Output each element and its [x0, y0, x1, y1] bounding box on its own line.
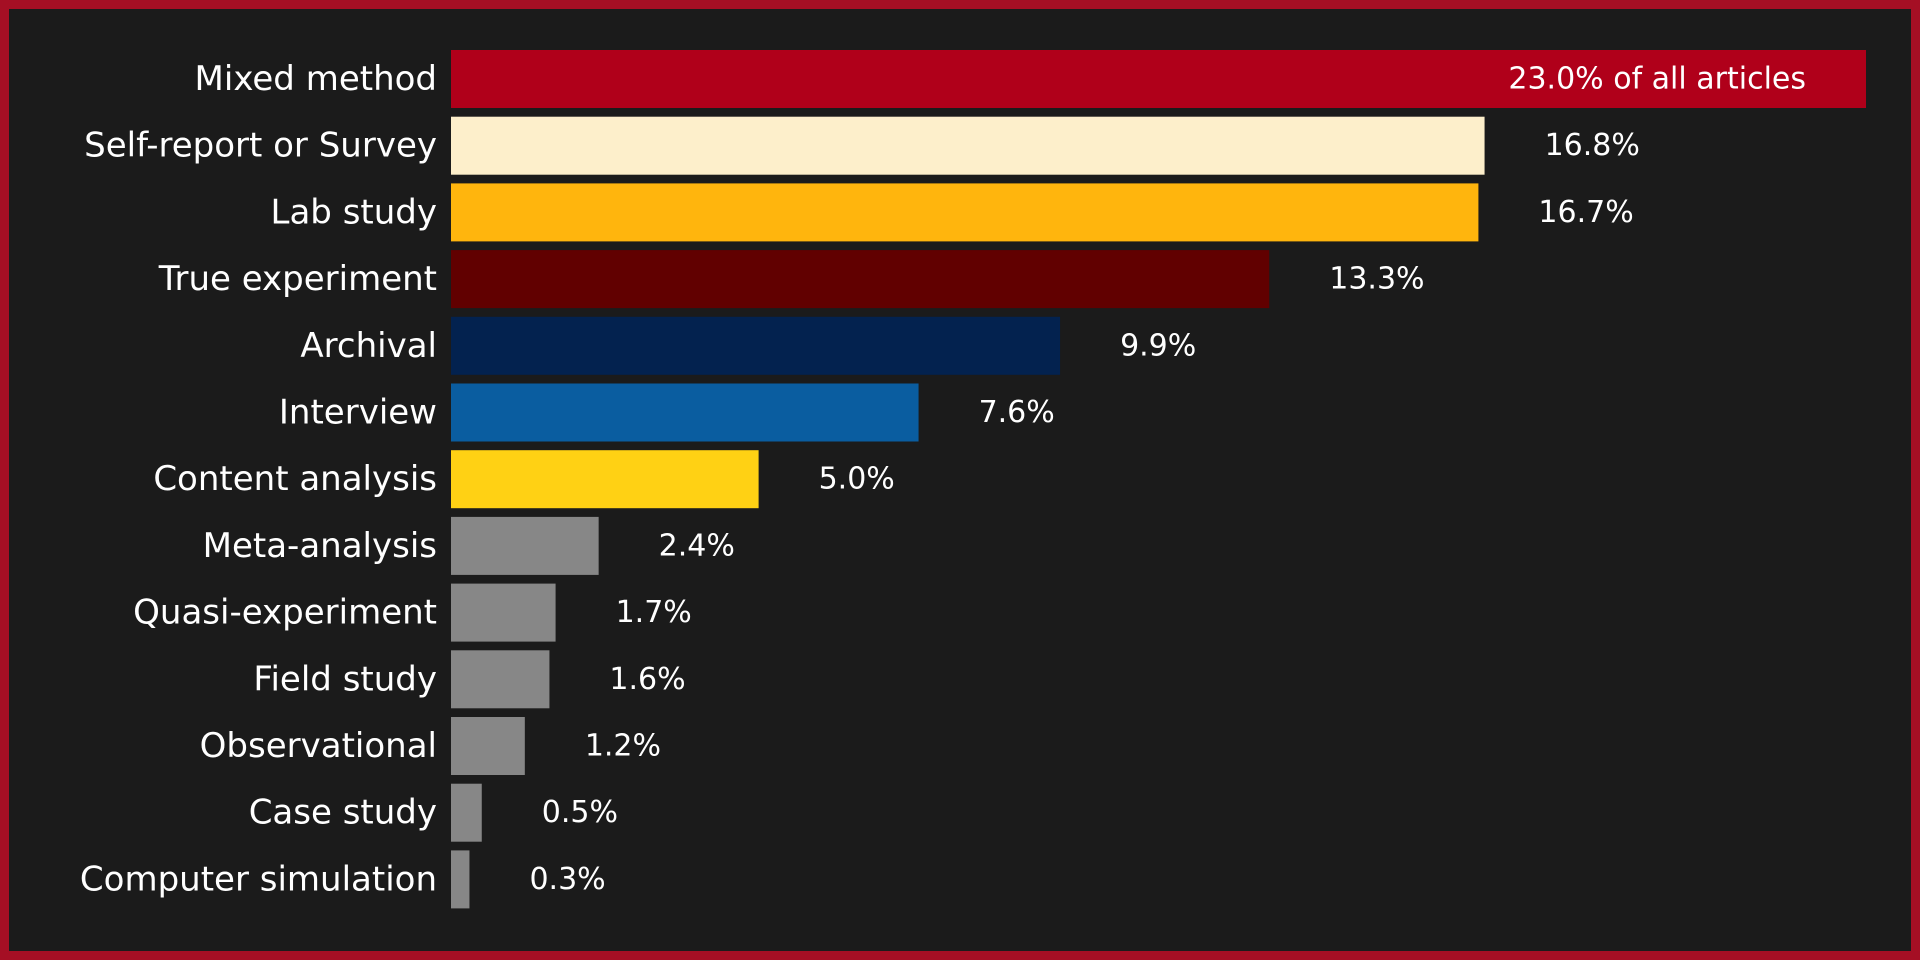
category-label-meta-analysis: Meta-analysis [203, 526, 437, 566]
bar-observational [451, 717, 525, 775]
bar-true-experiment [451, 250, 1270, 309]
category-label-interview: Interview [279, 393, 437, 433]
value-label-observational: 1.2% [585, 729, 661, 764]
bar-group [451, 50, 1866, 909]
value-label-computer-simulation: 0.3% [529, 862, 605, 897]
bar-field-study [451, 650, 550, 709]
value-label-lab-study: 16.7% [1538, 195, 1633, 230]
value-label-case-study: 0.5% [542, 795, 618, 830]
value-labels: 23.0% of all articles 16.8% 16.7% 13.3% 9.9%… [529, 62, 1806, 897]
value-label-quasi-experiment: 1.7% [616, 595, 692, 630]
bar-lab-study [451, 183, 1479, 242]
category-label-mixed-method: Mixed method [195, 59, 437, 99]
category-label-case-study: Case study [249, 793, 437, 833]
category-labels: Mixed method Self-report or Survey Lab stu… [80, 59, 437, 899]
category-label-quasi-experiment: Quasi-experiment [133, 593, 437, 633]
bar-case-study [451, 783, 482, 842]
category-label-self-report-or-survey: Self-report or Survey [84, 126, 437, 166]
category-label-archival: Archival [300, 326, 437, 366]
category-label-observational: Observational [200, 726, 437, 766]
value-label-self-report-or-survey: 16.8% [1545, 128, 1640, 163]
bar-computer-simulation [451, 850, 470, 909]
value-label-meta-analysis: 2.4% [659, 528, 735, 563]
value-label-interview: 7.6% [979, 395, 1055, 430]
category-label-computer-simulation: Computer simulation [80, 859, 437, 899]
bar-meta-analysis [451, 516, 599, 575]
bar-interview [451, 383, 919, 442]
value-label-content-analysis: 5.0% [819, 462, 895, 497]
category-label-content-analysis: Content analysis [153, 459, 437, 499]
bar-self-report-or-survey [451, 116, 1485, 175]
bar-archival [451, 316, 1061, 375]
bar-content-analysis [451, 450, 759, 509]
value-label-field-study: 1.6% [609, 662, 685, 697]
bar-mixed-method [451, 50, 1866, 108]
category-label-true-experiment: True experiment [158, 259, 437, 299]
value-label-archival: 9.9% [1120, 328, 1196, 363]
value-label-true-experiment: 13.3% [1329, 262, 1424, 297]
bar-quasi-experiment [451, 583, 556, 642]
category-label-field-study: Field study [253, 659, 437, 699]
value-label-mixed-method: 23.0% of all articles [1508, 62, 1806, 97]
category-label-lab-study: Lab study [271, 192, 437, 232]
